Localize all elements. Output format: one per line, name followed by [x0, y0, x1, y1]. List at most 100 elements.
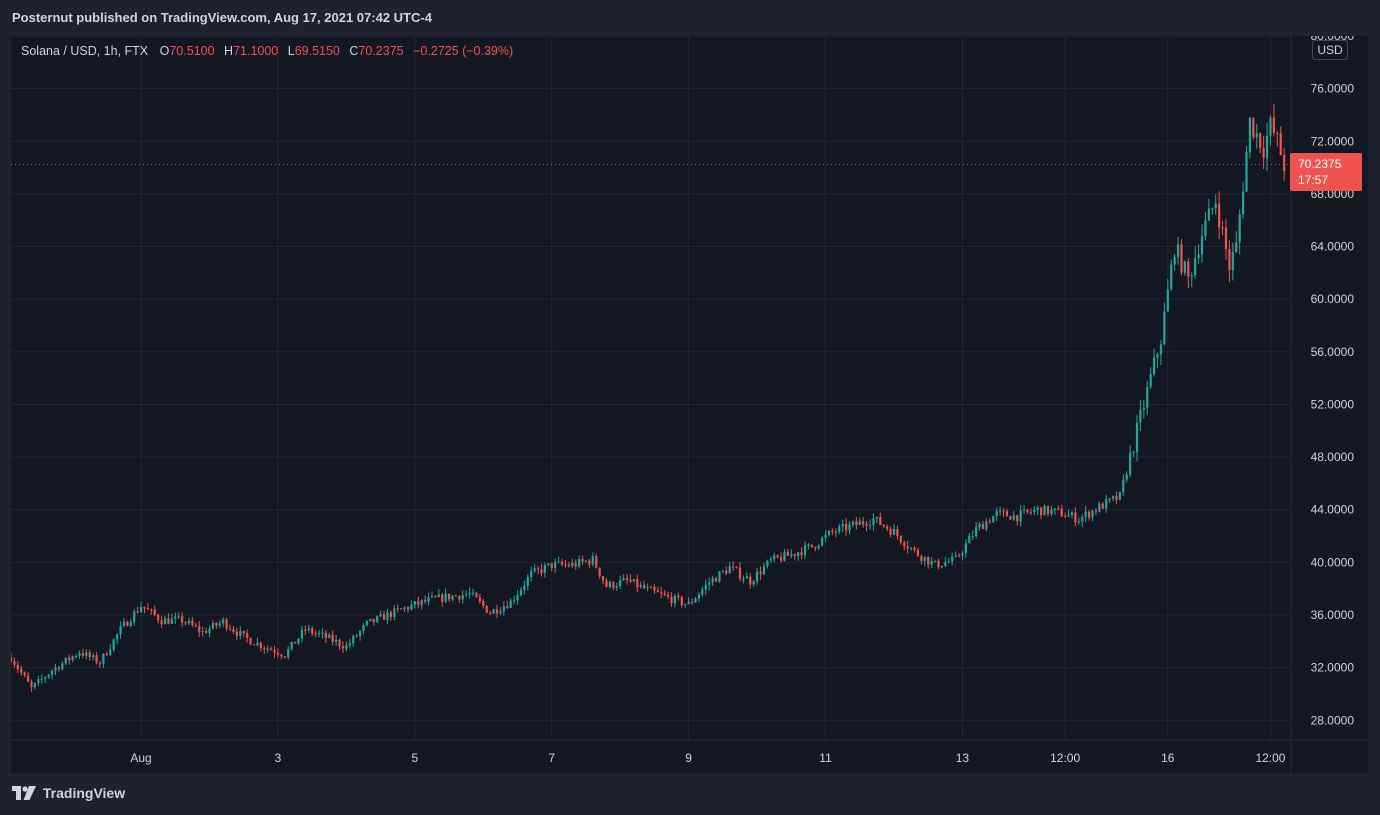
candle-body [163, 618, 167, 625]
candle-body [263, 648, 266, 650]
candle-body [951, 556, 954, 562]
candle-body [1170, 264, 1173, 290]
candle-body [646, 587, 649, 589]
candle-body [612, 581, 615, 588]
candle-body [105, 653, 108, 656]
candle-body [988, 521, 991, 523]
symbol-name[interactable]: Solana / USD, 1h, FTX [21, 44, 149, 58]
candle-body [1012, 515, 1015, 520]
y-tick-label: 72.0000 [1311, 134, 1355, 148]
candle-body [389, 612, 392, 618]
candle-body [1111, 496, 1115, 499]
candle-body [369, 618, 372, 621]
candle-body [1009, 516, 1012, 520]
y-tick-label: 48.0000 [1311, 450, 1355, 464]
candle-body [88, 652, 91, 657]
price-chart[interactable]: 80.000076.000072.000068.000064.000060.00… [11, 36, 1368, 773]
candle-body [1248, 117, 1252, 153]
y-tick-label: 52.0000 [1311, 397, 1355, 411]
candle-body [242, 631, 245, 634]
candle-body [588, 560, 591, 565]
candle-body [177, 616, 180, 618]
candle-body [858, 521, 861, 525]
candle-body [954, 555, 957, 557]
candle-body [851, 521, 855, 525]
candle-body [773, 555, 776, 560]
candle-body [1173, 256, 1176, 265]
candle-body [560, 561, 564, 565]
candle-body [495, 609, 499, 614]
candle-body [927, 556, 930, 565]
candle-body [71, 656, 74, 661]
candle-body [968, 536, 971, 544]
candle-body [13, 661, 16, 665]
open-value: 70.5100 [169, 44, 215, 58]
candle-body [865, 524, 868, 526]
candle-body [824, 534, 827, 538]
candle-body [328, 634, 331, 638]
candle-body [543, 565, 547, 573]
chart-panel[interactable]: 80.000076.000072.000068.000064.000060.00… [11, 36, 1368, 773]
candle-body [1050, 509, 1053, 514]
candle-body [85, 652, 88, 656]
candle-body [1022, 509, 1026, 511]
close-label: C [349, 44, 359, 58]
candle-body [1194, 258, 1197, 276]
candle-body [146, 608, 149, 610]
candle-body [708, 582, 711, 585]
candle-body [1043, 505, 1046, 516]
candle-body [752, 581, 755, 585]
candle-body [701, 589, 704, 595]
candle-body [225, 619, 228, 629]
candle-body [896, 529, 899, 536]
candle-body [605, 580, 608, 587]
candle-body [23, 672, 26, 676]
candle-body [749, 576, 752, 585]
candle-body [208, 628, 211, 633]
candle-body [458, 595, 461, 600]
x-tick-label: 5 [412, 751, 419, 765]
tradingview-brand[interactable]: TradingView [12, 784, 125, 804]
candle-body [783, 551, 786, 561]
candle-body [1176, 244, 1180, 257]
candle-body [1197, 254, 1200, 259]
candle-body [567, 564, 570, 567]
candle-body [379, 614, 382, 617]
bar-countdown: 17:57 [1298, 173, 1329, 187]
candle-body [122, 621, 126, 627]
candle-body [266, 648, 269, 650]
candle-body [516, 594, 519, 601]
candle-body [228, 628, 232, 630]
candle-body [1142, 407, 1145, 410]
y-tick-label: 36.0000 [1311, 608, 1355, 622]
candle-body [697, 594, 701, 599]
candle-body [882, 524, 885, 527]
candle-body [324, 632, 327, 638]
candle-body [1272, 117, 1275, 134]
candle-body [1279, 133, 1282, 156]
candle-body [1283, 155, 1286, 171]
candle-body [557, 561, 560, 563]
candle-body [40, 678, 43, 680]
candle-body [1105, 499, 1108, 509]
candle-body [170, 618, 173, 624]
candle-body [174, 616, 177, 619]
candle-body [961, 553, 964, 556]
candle-body [656, 590, 659, 593]
candle-body [920, 555, 923, 561]
candle-body [1221, 227, 1224, 229]
candle-body [153, 609, 156, 615]
candle-body [204, 630, 208, 633]
candle-body [632, 579, 635, 582]
candle-body [352, 635, 355, 644]
candle-body [533, 568, 536, 572]
candle-body [639, 584, 642, 588]
candle-body [1046, 505, 1050, 514]
candle-body [1159, 344, 1163, 355]
candle-body [571, 563, 574, 567]
candle-body [406, 607, 410, 610]
candle-body [1077, 521, 1080, 523]
currency-button[interactable]: USD [1312, 40, 1348, 60]
candle-body [444, 593, 447, 602]
candle-body [519, 589, 523, 595]
